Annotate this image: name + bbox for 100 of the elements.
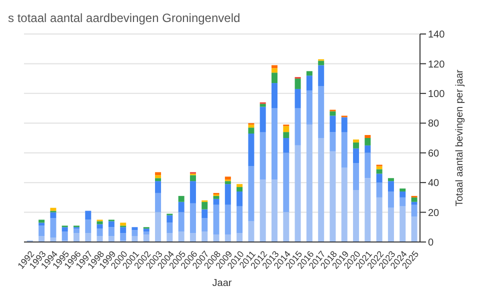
bar	[132, 236, 138, 242]
bar	[283, 152, 290, 212]
bar	[411, 197, 418, 202]
bar	[341, 168, 348, 242]
bar	[224, 181, 231, 184]
bar	[50, 218, 56, 238]
bar	[224, 234, 231, 242]
bar	[85, 220, 92, 234]
bar	[85, 210, 92, 220]
bar	[74, 228, 80, 234]
bar	[330, 111, 336, 116]
bar	[353, 139, 360, 142]
bar	[294, 88, 301, 108]
bar	[143, 232, 150, 235]
bar	[364, 152, 371, 178]
bar	[330, 151, 336, 242]
bar	[388, 181, 394, 192]
bar	[364, 138, 371, 146]
bar	[96, 224, 103, 229]
bar	[353, 190, 360, 242]
bar	[400, 197, 406, 206]
bar	[400, 191, 406, 198]
bar	[318, 86, 324, 138]
bar	[260, 106, 266, 132]
bar	[364, 178, 371, 242]
y2-tick-label: 0	[428, 238, 434, 249]
bar	[364, 135, 371, 138]
bar	[224, 184, 231, 205]
bar	[202, 232, 208, 242]
y2-tick-label: 80	[428, 118, 440, 130]
bar	[411, 204, 418, 217]
bar	[155, 175, 162, 178]
bar	[178, 202, 184, 212]
bar	[376, 182, 382, 198]
y2-tick-label: 140	[428, 30, 446, 41]
bar	[236, 191, 243, 206]
bar	[178, 212, 184, 232]
bar	[62, 232, 68, 241]
bar	[376, 166, 382, 170]
bar	[318, 65, 324, 86]
bar	[155, 192, 162, 212]
bar	[376, 169, 382, 174]
bar	[38, 236, 45, 242]
y2-tick-label: 60	[428, 148, 440, 160]
bar	[132, 230, 138, 236]
bar	[283, 126, 290, 132]
bar	[272, 72, 278, 84]
bar	[272, 108, 278, 180]
bar	[272, 65, 278, 68]
bar	[376, 197, 382, 242]
bar	[190, 181, 196, 204]
bar	[306, 71, 312, 76]
bar	[306, 90, 312, 125]
bar	[190, 203, 196, 234]
bar	[50, 208, 56, 211]
bar	[50, 238, 56, 242]
y2-tick-label: 120	[428, 59, 446, 70]
bar	[236, 233, 243, 242]
bar	[411, 202, 418, 205]
bar	[294, 78, 301, 89]
y2-axis-title: Totaal aantal bevingen per jaar	[454, 68, 466, 206]
bar	[108, 236, 114, 242]
bar	[166, 222, 173, 234]
bar	[294, 145, 301, 242]
bar	[283, 138, 290, 153]
bar	[202, 218, 208, 232]
bar	[318, 60, 324, 66]
bar	[283, 132, 290, 138]
bar	[120, 233, 126, 241]
bar	[248, 134, 254, 166]
y2-tick-label: 20	[428, 208, 440, 219]
bar	[213, 204, 220, 235]
bar	[224, 176, 231, 180]
bar	[224, 204, 231, 235]
bar	[341, 117, 348, 132]
bar	[178, 232, 184, 242]
bar	[38, 222, 45, 226]
bar	[330, 116, 336, 132]
bar	[248, 124, 254, 128]
y2-tick-label: 100	[428, 88, 446, 100]
bar	[353, 148, 360, 164]
bar	[143, 228, 150, 232]
x-axis-title: Jaar	[212, 278, 232, 289]
bar	[143, 234, 150, 242]
bar	[96, 221, 103, 224]
bar	[272, 83, 278, 108]
bar	[248, 166, 254, 222]
bar	[85, 233, 92, 242]
bar	[260, 132, 266, 180]
bar	[388, 191, 394, 208]
bar	[400, 206, 406, 242]
bar	[306, 124, 312, 242]
bar	[272, 180, 278, 242]
bar	[120, 227, 126, 234]
bar	[120, 222, 126, 226]
bar	[341, 132, 348, 168]
bar	[364, 145, 371, 153]
bar	[155, 172, 162, 176]
bar	[260, 180, 266, 242]
bar	[50, 212, 56, 218]
